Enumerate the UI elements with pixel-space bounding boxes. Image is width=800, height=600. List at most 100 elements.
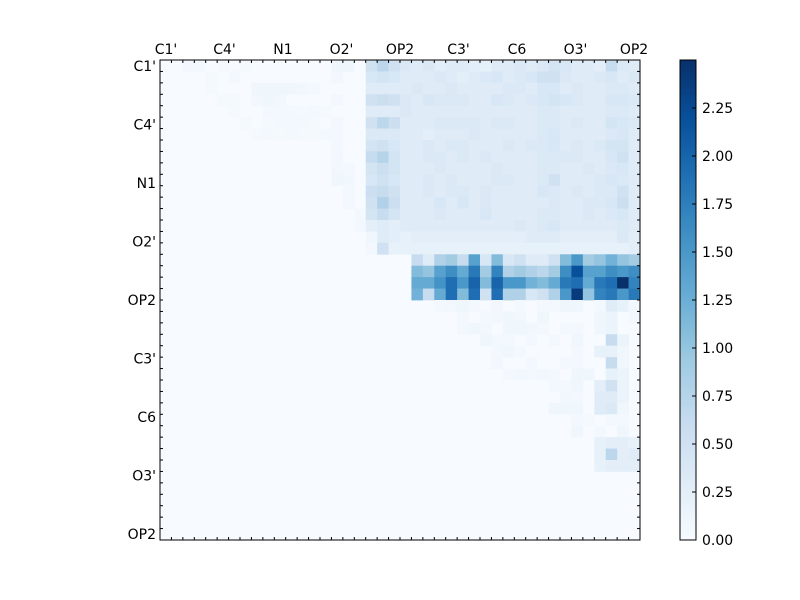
heatmap-cell: [525, 117, 538, 129]
heatmap-cell: [320, 128, 332, 141]
heatmap-cell: [582, 94, 595, 107]
heatmap-cell: [525, 140, 538, 152]
heatmap-cell: [560, 277, 572, 289]
heatmap-cell: [331, 94, 344, 107]
heatmap-cell: [434, 140, 447, 152]
heatmap-cell: [468, 322, 481, 335]
heatmap-cell: [434, 300, 447, 312]
heatmap-cell: [628, 231, 641, 244]
heatmap-cell: [342, 174, 355, 187]
heatmap-cell: [514, 277, 527, 289]
heatmap-cell: [548, 82, 561, 95]
heatmap-cell: [457, 151, 469, 164]
heatmap-cell: [480, 117, 492, 129]
heatmap-cell: [457, 208, 469, 221]
heatmap-cell: [400, 220, 412, 232]
heatmap-cell: [365, 162, 378, 175]
heatmap-cell: [365, 117, 378, 129]
heatmap-cell: [502, 311, 515, 324]
heatmap-cell: [491, 197, 504, 209]
heatmap-cell: [457, 254, 469, 267]
heatmap-cell: [468, 277, 481, 289]
heatmap-cell: [594, 151, 607, 164]
heatmap-cell: [457, 94, 469, 107]
y-tick-label: C3': [133, 352, 156, 368]
heatmap-cell: [514, 197, 527, 209]
heatmap-cell: [377, 71, 389, 84]
heatmap-cell: [571, 151, 584, 164]
heatmap-cell: [400, 128, 412, 141]
heatmap-cell: [468, 94, 481, 107]
heatmap-cell: [582, 105, 595, 118]
heatmap-cell: [514, 208, 527, 221]
heatmap-cell: [537, 162, 549, 175]
heatmap-cell: [594, 311, 607, 324]
heatmap-cell: [342, 185, 355, 198]
heatmap-cell: [514, 117, 527, 129]
heatmap-cell: [525, 60, 538, 72]
y-tick-labels: C1' C4' N1 O2' OP2 C3' C6 O3' OP2: [128, 59, 156, 543]
heatmap-cell: [342, 197, 355, 209]
heatmap-cell: [628, 197, 641, 209]
heatmap-cell: [537, 94, 549, 107]
heatmap-cell: [537, 208, 549, 221]
heatmap-cell: [468, 128, 481, 141]
heatmap-cell: [617, 345, 629, 358]
heatmap-cell: [560, 288, 572, 301]
heatmap-cell: [605, 185, 618, 198]
heatmap-cell: [411, 231, 424, 244]
heatmap-cell: [628, 82, 641, 95]
heatmap-cell: [571, 208, 584, 221]
heatmap-cell: [365, 94, 378, 107]
heatmap-cell: [434, 71, 447, 84]
heatmap-cell: [571, 357, 584, 369]
heatmap-cell: [628, 242, 641, 255]
heatmap-cell: [560, 242, 572, 255]
heatmap-cell: [525, 357, 538, 369]
heatmap-cell: [605, 140, 618, 152]
y-tick-label: C1': [133, 59, 156, 75]
heatmap-cell: [377, 242, 389, 255]
heatmap-cell: [468, 254, 481, 267]
heatmap-cell: [537, 288, 549, 301]
heatmap-cell: [548, 265, 561, 278]
heatmap-cell: [388, 162, 401, 175]
heatmap-cell: [617, 265, 629, 278]
heatmap-cell: [468, 220, 481, 232]
heatmap-cell: [525, 231, 538, 244]
heatmap-cell: [571, 82, 584, 95]
heatmap-cell: [377, 197, 389, 209]
heatmap-cell: [422, 174, 435, 187]
heatmap-cell: [365, 174, 378, 187]
heatmap-cell: [617, 185, 629, 198]
heatmap-cell: [468, 208, 481, 221]
heatmap-cell: [388, 208, 401, 221]
heatmap-cell: [411, 151, 424, 164]
heatmap-cell: [571, 322, 584, 335]
heatmap-cell: [480, 128, 492, 141]
heatmap-cell: [445, 242, 458, 255]
heatmap-cell: [502, 197, 515, 209]
heatmap-cell: [594, 265, 607, 278]
heatmap-cell: [571, 288, 584, 301]
heatmap-cell: [468, 174, 481, 187]
heatmap-cell: [628, 117, 641, 129]
heatmap-cell: [365, 128, 378, 141]
heatmap-cell: [525, 208, 538, 221]
heatmap-cell: [457, 277, 469, 289]
heatmap-cell: [548, 60, 561, 72]
heatmap-cell: [377, 174, 389, 187]
heatmap-cell: [434, 60, 447, 72]
heatmap-cell: [617, 357, 629, 369]
heatmap-cell: [537, 322, 549, 335]
heatmap-cell: [411, 254, 424, 267]
heatmap-cell: [617, 402, 629, 415]
heatmap-cell: [468, 117, 481, 129]
heatmap-cell: [582, 151, 595, 164]
heatmap-cell: [605, 128, 618, 141]
colorbar-ticks: [692, 107, 696, 541]
heatmap-cell: [571, 368, 584, 381]
heatmap-cell: [445, 220, 458, 232]
heatmap-cell: [525, 368, 538, 381]
heatmap-cell: [560, 151, 572, 164]
